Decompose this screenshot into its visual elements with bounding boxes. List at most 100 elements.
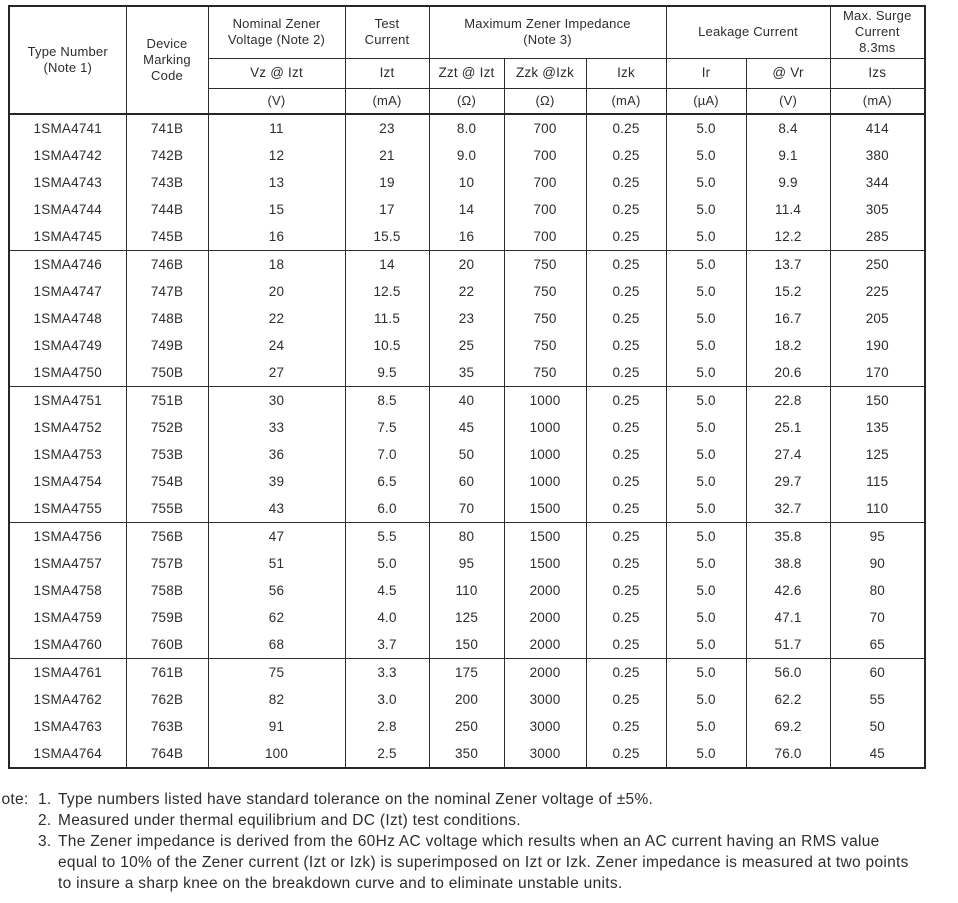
table-cell: 305 xyxy=(829,196,926,223)
table-cell: 40 xyxy=(428,386,505,414)
table-cell: 35 xyxy=(428,359,505,387)
table-cell: 15.5 xyxy=(344,223,430,251)
table-cell: 0.25 xyxy=(585,522,667,550)
table-cell: 47 xyxy=(207,522,346,550)
table-cell: 24 xyxy=(207,332,346,359)
table-cell: 45 xyxy=(829,740,926,768)
table-cell: 7.0 xyxy=(344,441,430,468)
table-cell: 11.5 xyxy=(344,305,430,332)
table-cell: 5.0 xyxy=(665,577,747,604)
electrical-characteristics-table: Type Number (Note 1) Device Marking Code… xyxy=(8,5,927,769)
table-cell: 1000 xyxy=(503,468,587,495)
table-cell: 170 xyxy=(829,359,926,387)
table-cell: 13.7 xyxy=(745,250,831,278)
table-cell: 1000 xyxy=(503,414,587,441)
unit-volts: (V) xyxy=(207,88,346,115)
table-row: 1SMA4760 760B 68 3.7 150 2000 0.25 5.0 51.7 65 xyxy=(8,631,926,659)
table-cell: 1000 xyxy=(503,441,587,468)
table-cell: 5.0 xyxy=(665,114,747,142)
table-cell: 0.25 xyxy=(585,278,667,305)
table-cell: 75 xyxy=(207,658,346,686)
row-group: 1SMA4751 751B 30 8.5 40 1000 0.25 5.0 22.8 150 1SM… xyxy=(8,386,926,523)
table-cell: 0.25 xyxy=(585,114,667,142)
table-row: 1SMA4748 748B 22 11.5 23 750 0.25 5.0 16.7 205 xyxy=(8,305,926,332)
table-cell: 200 xyxy=(428,686,505,713)
table-cell: 750 xyxy=(503,305,587,332)
row-group: 1SMA4741 741B 11 23 8.0 700 0.25 5.0 8.4 414 1SMA4… xyxy=(8,114,926,251)
header-row-symbols: Vz @ Izt Izt Zzt @ Izt Zzk @Izk Izk Ir @… xyxy=(9,58,926,89)
table-cell: 5.0 xyxy=(665,386,747,414)
table-cell: 175 xyxy=(428,658,505,686)
table-cell: 20 xyxy=(207,278,346,305)
subheader-zzk-at-izk: Zzk @Izk xyxy=(503,58,587,89)
table-cell: 380 xyxy=(829,142,926,169)
table-cell: 756B xyxy=(125,522,209,550)
unit-milliamps-izt: (mA) xyxy=(344,88,430,115)
table-cell: 3.3 xyxy=(344,658,430,686)
table-cell: 22 xyxy=(207,305,346,332)
table-cell: 750 xyxy=(503,332,587,359)
table-cell: 758B xyxy=(125,577,209,604)
table-cell: 759B xyxy=(125,604,209,631)
table-cell: 743B xyxy=(125,169,209,196)
subheader-ir: Ir xyxy=(665,58,747,89)
subheader-izs: Izs xyxy=(829,58,926,89)
table-cell: 1SMA4750 xyxy=(8,359,127,387)
subheader-izt: Izt xyxy=(344,58,430,89)
col-header-device-marking-code: Device Marking Code xyxy=(125,6,209,115)
table-cell: 56 xyxy=(207,577,346,604)
table-cell: 9.1 xyxy=(745,142,831,169)
table-row: 1SMA4741 741B 11 23 8.0 700 0.25 5.0 8.4 414 xyxy=(8,114,926,142)
table-cell: 10 xyxy=(428,169,505,196)
note-number: 3. xyxy=(38,833,52,850)
table-cell: 8.4 xyxy=(745,114,831,142)
col-header-max-surge-current: Max. Surge Current 8.3ms xyxy=(829,6,926,59)
table-row: 1SMA4749 749B 24 10.5 25 750 0.25 5.0 18.2 190 xyxy=(8,332,926,359)
table-cell: 1SMA4752 xyxy=(8,414,127,441)
table-cell: 0.25 xyxy=(585,631,667,659)
table-cell: 757B xyxy=(125,550,209,577)
table-cell: 2000 xyxy=(503,604,587,631)
note-text: The Zener impedance is derived from the … xyxy=(58,831,958,894)
table-cell: 1SMA4763 xyxy=(8,713,127,740)
table-cell: 135 xyxy=(829,414,926,441)
table-cell: 25 xyxy=(428,332,505,359)
table-cell: 750 xyxy=(503,359,587,387)
table-cell: 746B xyxy=(125,250,209,278)
table-cell: 3000 xyxy=(503,713,587,740)
table-cell: 115 xyxy=(829,468,926,495)
unit-ohms-zzk: (Ω) xyxy=(503,88,587,115)
table-cell: 0.25 xyxy=(585,359,667,387)
table-cell: 12 xyxy=(207,142,346,169)
table-cell: 55 xyxy=(829,686,926,713)
table-cell: 50 xyxy=(829,713,926,740)
row-group: 1SMA4746 746B 18 14 20 750 0.25 5.0 13.7 250 1SMA4… xyxy=(8,250,926,387)
table-cell: 150 xyxy=(428,631,505,659)
table-cell: 5.0 xyxy=(665,223,747,251)
table-cell: 5.0 xyxy=(665,332,747,359)
table-cell: 5.0 xyxy=(665,713,747,740)
table-cell: 38.8 xyxy=(745,550,831,577)
table-row: 1SMA4759 759B 62 4.0 125 2000 0.25 5.0 47.1 70 xyxy=(8,604,926,631)
table-row: 1SMA4745 745B 16 15.5 16 700 0.25 5.0 12.2 285 xyxy=(8,223,926,251)
table-cell: 125 xyxy=(829,441,926,468)
table-cell: 700 xyxy=(503,223,587,251)
subheader-at-vr: @ Vr xyxy=(745,58,831,89)
table-cell: 0.25 xyxy=(585,577,667,604)
table-cell: 1SMA4758 xyxy=(8,577,127,604)
table-cell: 62.2 xyxy=(745,686,831,713)
table-cell: 751B xyxy=(125,386,209,414)
table-cell: 414 xyxy=(829,114,926,142)
table-cell: 19 xyxy=(344,169,430,196)
table-cell: 5.0 xyxy=(665,250,747,278)
table-cell: 12.2 xyxy=(745,223,831,251)
table-cell: 16.7 xyxy=(745,305,831,332)
table-cell: 5.0 xyxy=(665,305,747,332)
table-cell: 33 xyxy=(207,414,346,441)
unit-microamps-ir: (µA) xyxy=(665,88,747,115)
table-row: 1SMA4743 743B 13 19 10 700 0.25 5.0 9.9 344 xyxy=(8,169,926,196)
note-text: Measured under thermal equilibrium and D… xyxy=(58,810,958,831)
note-line: Type numbers listed have standard tolera… xyxy=(58,791,654,808)
table-cell: 742B xyxy=(125,142,209,169)
